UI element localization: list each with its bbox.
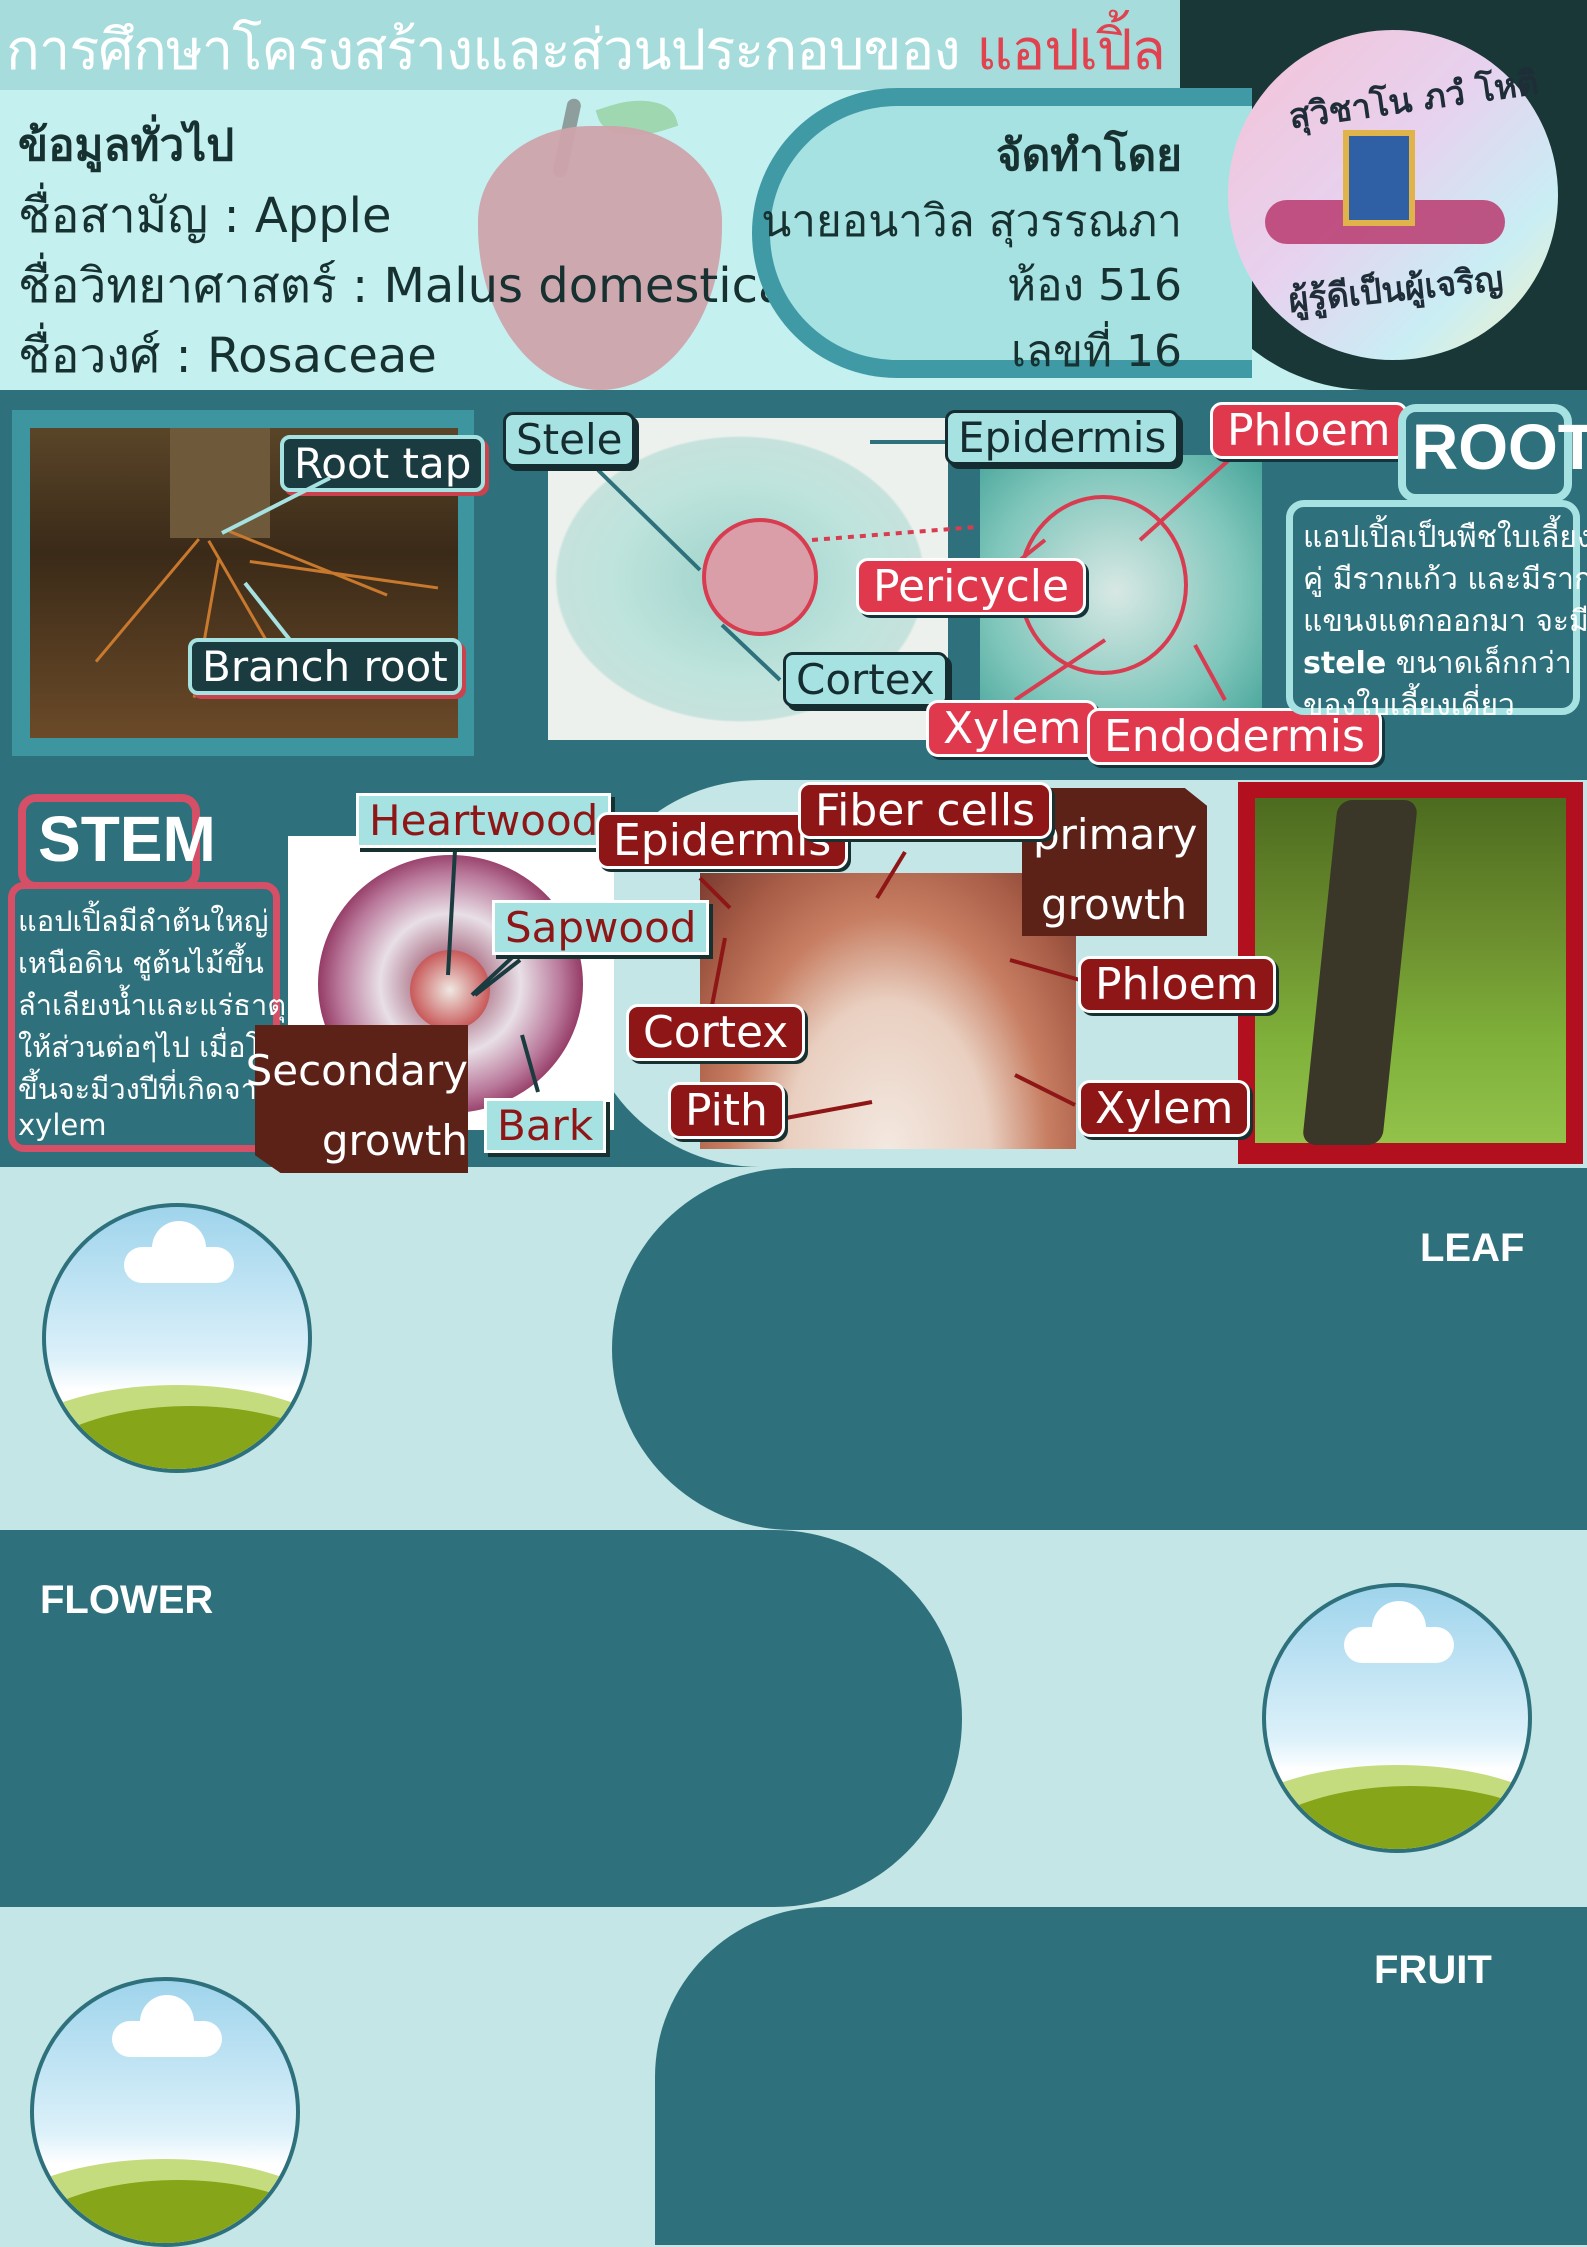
leaf-heading: LEAF bbox=[1420, 1226, 1525, 1270]
stele-term: stele bbox=[1303, 646, 1387, 681]
student-number: เลขที่ 16 bbox=[1010, 326, 1182, 377]
stem-annotation-arrows bbox=[446, 849, 1081, 1122]
title-highlight: แอปเปิ้ล bbox=[976, 18, 1166, 83]
label-root-tap: Root tap bbox=[280, 435, 486, 492]
label-stele: Stele bbox=[503, 412, 636, 467]
root-desc-line: แอปเปิ้ลเป็นพืชใบเลี้ยง bbox=[1303, 520, 1587, 555]
label-endodermis: Endodermis bbox=[1087, 708, 1382, 765]
root-desc-line: คู่ มีรากแก้ว และมีราก bbox=[1303, 562, 1587, 597]
flower-section-band bbox=[0, 1530, 962, 1907]
seal-book-emblem bbox=[1343, 130, 1415, 226]
secondary-growth-line: Secondary bbox=[245, 1046, 468, 1095]
primary-growth-label: primary growth bbox=[1033, 800, 1197, 940]
secondary-growth-box bbox=[255, 1025, 468, 1173]
label-pericycle: Pericycle bbox=[856, 558, 1087, 615]
author-name: นายอนาวิล สุวรรณภา bbox=[761, 196, 1182, 247]
root-heading: ROOT bbox=[1412, 411, 1587, 483]
root-heading-frame bbox=[1398, 404, 1572, 502]
stem-description-frame bbox=[8, 882, 280, 1152]
label-stem-cortex: Cortex bbox=[626, 1004, 806, 1061]
arrow-stele bbox=[596, 468, 702, 572]
arrow-root-tap bbox=[221, 476, 331, 535]
secondary-growth-line: growth bbox=[321, 1116, 468, 1165]
label-stem-phloem: Phloem bbox=[1078, 956, 1276, 1013]
arrow-sapwood-2 bbox=[473, 958, 522, 997]
scientific-name: ชื่อวิทยาศาสตร์ : Malus domestica bbox=[18, 258, 788, 314]
arrow-heartwood bbox=[446, 849, 457, 976]
stem-desc-line: ลำเลียงน้ำและแร่ธาตุ bbox=[18, 988, 287, 1022]
label-root-epidermis: Epidermis bbox=[945, 410, 1180, 465]
fruit-heading: FRUIT bbox=[1374, 1948, 1492, 1992]
general-info-heading: ข้อมูลทั่วไป bbox=[18, 120, 235, 171]
arrow-pith bbox=[774, 1100, 873, 1122]
primary-growth-line: primary bbox=[1033, 810, 1198, 859]
page-title: การศึกษาโครงสร้างและส่วนประกอบของ แอปเปิ… bbox=[6, 5, 1166, 94]
label-stem-xylem: Xylem bbox=[1078, 1080, 1251, 1137]
leaf-section-pill bbox=[612, 1168, 1587, 1530]
leaf-image-placeholder bbox=[42, 1203, 312, 1473]
stem-heading: STEM bbox=[38, 803, 216, 875]
flower-image-placeholder bbox=[1262, 1583, 1532, 1853]
fruit-section-pill bbox=[655, 1907, 1587, 2245]
arrow-endodermis bbox=[1193, 644, 1227, 701]
title-text: การศึกษาโครงสร้างและส่วนประกอบของ bbox=[6, 18, 961, 83]
arrow-stem-phloem bbox=[1009, 958, 1081, 982]
arrow-stem-epidermis bbox=[698, 876, 732, 910]
root-annotation-arrows bbox=[221, 440, 1242, 702]
apple-icon bbox=[478, 126, 722, 390]
stem-desc-line: เหนือดิน ชูต้นไม้ขึ้น bbox=[18, 946, 264, 980]
label-sapwood: Sapwood bbox=[492, 900, 710, 955]
arrow-pericycle bbox=[1018, 538, 1047, 562]
arrow-branch-root bbox=[243, 581, 292, 642]
stem-desc-line: ขึ้นจะมีวงปีที่เกิดจาก bbox=[18, 1072, 275, 1106]
stele-highlight bbox=[702, 518, 818, 636]
label-pith: Pith bbox=[668, 1082, 785, 1139]
arrow-stem-xylem bbox=[1014, 1073, 1076, 1107]
arrow-phloem bbox=[1138, 448, 1242, 542]
root-description-frame bbox=[1286, 500, 1580, 715]
label-root-xylem: Xylem bbox=[926, 700, 1099, 757]
arrow-bark bbox=[520, 1034, 540, 1093]
family-name: ชื่อวงศ์ : Rosaceae bbox=[18, 328, 437, 384]
root-desc-text: ขนาดเล็กกว่า bbox=[1386, 646, 1572, 681]
label-branch-root: Branch root bbox=[188, 638, 462, 695]
label-heartwood: Heartwood bbox=[356, 793, 612, 848]
primary-growth-box bbox=[1022, 788, 1207, 936]
zoom-connector bbox=[811, 525, 977, 542]
arrow-stem-cortex bbox=[708, 937, 727, 1017]
label-root-phloem: Phloem bbox=[1210, 402, 1408, 459]
common-name: ชื่อสามัญ : Apple bbox=[18, 188, 392, 244]
flower-heading: FLOWER bbox=[40, 1578, 214, 1622]
arrow-fiber-cells bbox=[875, 850, 907, 900]
root-desc-line: ของใบเลี้ยงเดี่ยว bbox=[1303, 688, 1515, 723]
label-fiber-cells: Fiber cells bbox=[798, 782, 1053, 839]
primary-growth-line: growth bbox=[1041, 880, 1188, 929]
label-root-cortex: Cortex bbox=[783, 652, 948, 707]
root-photo-trunk bbox=[170, 428, 270, 538]
arrow-xylem bbox=[1013, 638, 1107, 702]
root-desc-line: stele ขนาดเล็กกว่า bbox=[1303, 640, 1572, 687]
secondary-growth-label: Secondary growth bbox=[246, 1036, 468, 1176]
label-bark: Bark bbox=[484, 1098, 607, 1153]
arrow-cortex bbox=[720, 623, 782, 682]
arrow-sapwood bbox=[470, 948, 522, 997]
stem-desc-line: แอปเปิ้ลมีลำต้นใหญ่ bbox=[18, 904, 269, 938]
fruit-image-placeholder bbox=[30, 1977, 300, 2247]
credit-heading: จัดทำโดย bbox=[995, 130, 1182, 181]
room-number: ห้อง 516 bbox=[1007, 260, 1182, 311]
stem-desc-line: ให้ส่วนต่อๆไป เมื่อโต bbox=[18, 1030, 280, 1064]
stem-desc-line: xylem bbox=[18, 1108, 107, 1142]
root-desc-line: แขนงแตกออกมา จะมี bbox=[1303, 604, 1587, 639]
